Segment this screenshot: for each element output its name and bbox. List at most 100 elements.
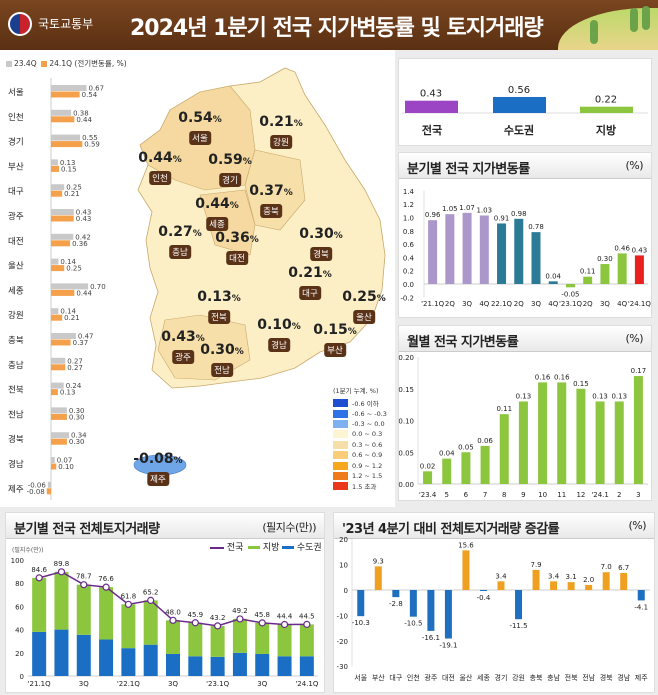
region-value: 0.25% xyxy=(342,289,386,305)
region-name-badge: 부산 xyxy=(324,343,346,357)
region-name-badge: 경북 xyxy=(310,247,332,261)
map-legend: (1분기 누계, %) -0.6 이하 -0.6 ~ -0.3 -0.3 ~ 0.0… xyxy=(333,385,387,492)
map-region-label: 0.15% 부산 xyxy=(313,322,357,357)
legend-swatch xyxy=(333,440,348,449)
map-region-label: 0.30% 전남 xyxy=(200,342,244,377)
org-name: 국토교통부 xyxy=(38,17,94,31)
region-name-badge: 경남 xyxy=(268,338,290,352)
region-value-number: 0.44 xyxy=(138,150,173,166)
region-value-unit: % xyxy=(231,294,241,304)
legend-swatch xyxy=(333,419,348,428)
legend-label: 0.9 ~ 1.2 xyxy=(352,461,383,470)
region-value: 0.13% xyxy=(197,289,241,305)
map-region-label: 0.25% 울산 xyxy=(342,289,386,324)
region-value-unit: % xyxy=(322,270,332,280)
card-header: 분기별 전국 전체토지거래량 (필지수(만)) xyxy=(6,513,324,539)
region-value: 0.15% xyxy=(313,322,357,338)
card-unit: (%) xyxy=(628,519,646,532)
map-legend-item: 0.9 ~ 1.2 xyxy=(333,460,387,470)
legend-label: 0.6 ~ 0.9 xyxy=(352,451,383,460)
legend-swatch xyxy=(333,409,348,418)
map-region-label: 0.43% 광주 xyxy=(161,329,205,364)
region-value: -0.08% xyxy=(133,451,182,467)
regional-bar-legend: 23.4Q 24.1Q (전기변동률, %) xyxy=(6,58,127,69)
map-region-label: 0.13% 전북 xyxy=(197,289,241,324)
map-region-label: 0.44% 인천 xyxy=(138,150,182,185)
card-header: 월별 전국 지가변동률 (%) xyxy=(399,326,651,352)
legend-label: -0.6 ~ -0.3 xyxy=(352,409,387,418)
card-title: 분기별 전국 전체토지거래량 xyxy=(14,522,160,537)
region-name-badge: 전북 xyxy=(208,310,230,324)
region-name-badge: 강원 xyxy=(270,135,292,149)
legend-swatch xyxy=(248,546,260,549)
tree-icon xyxy=(630,8,638,32)
region-value-unit: % xyxy=(347,327,357,337)
region-name-badge: 경기 xyxy=(219,173,241,187)
region-name-badge: 광주 xyxy=(172,350,194,364)
region-value-unit: % xyxy=(333,231,343,241)
map-legend-item: -0.3 ~ 0.0 xyxy=(333,419,387,429)
map-region-label: 0.21% 강원 xyxy=(259,114,303,149)
region-value-unit: % xyxy=(234,347,244,357)
legend-label: 0.0 ~ 0.3 xyxy=(352,430,383,439)
region-value-unit: % xyxy=(376,294,386,304)
card-unit: (%) xyxy=(625,159,643,172)
map-legend-item: 0.3 ~ 0.6 xyxy=(333,440,387,450)
map-legend-item: -0.6 ~ -0.3 xyxy=(333,408,387,418)
legend-label: 23.4Q xyxy=(14,59,37,68)
monthly-change-card: 월별 전국 지가변동률 (%) xyxy=(398,325,652,501)
legend-swatch xyxy=(6,61,12,67)
region-value-unit: % xyxy=(283,188,293,198)
y-axis-unit: (필지수(만)) xyxy=(12,547,44,554)
quarterly-change-card: 분기별 전국 지가변동률 (%) xyxy=(398,152,652,318)
tree-icon xyxy=(642,6,650,30)
legend-label: -0.6 이하 xyxy=(352,400,379,409)
summary-label-provinces: 지방 xyxy=(595,124,617,137)
region-name-badge: 서울 xyxy=(189,131,211,145)
legend-swatch xyxy=(333,399,348,408)
map-region-label: 0.30% 경북 xyxy=(299,226,343,261)
legend-label: 지방 xyxy=(262,543,280,553)
map-region-label: -0.08% 제주 xyxy=(133,451,183,486)
map-legend-item: 0.6 ~ 0.9 xyxy=(333,450,387,460)
legend-label: 1.5 초과 xyxy=(352,483,377,492)
legend-nationwide: 전국 xyxy=(210,540,243,553)
region-value-number: 0.43 xyxy=(161,329,196,345)
map-legend-item: 1.2 ~ 1.5 xyxy=(333,471,387,481)
region-value-number: 0.10 xyxy=(257,317,292,333)
region-value-unit: % xyxy=(195,334,205,344)
legend-label: 1.2 ~ 1.5 xyxy=(352,471,383,480)
region-value: 0.59% xyxy=(208,152,252,168)
region-value: 0.30% xyxy=(299,226,343,242)
map-legend-item: 0.0 ~ 0.3 xyxy=(333,429,387,439)
region-name-badge: 세종 xyxy=(206,217,228,231)
region-name-badge: 울산 xyxy=(353,310,375,324)
map-region-label: 0.27% 충남 xyxy=(158,224,202,259)
legend-label: 24.1Q xyxy=(49,59,72,68)
transaction-change-card: '23년 4분기 대비 전체토지거래량 증감률 (%) xyxy=(333,512,655,693)
region-value-unit: % xyxy=(212,115,222,125)
region-value: 0.54% xyxy=(178,110,222,126)
region-value-unit: % xyxy=(192,229,202,239)
header-banner: 국토교통부 2024년 1분기 전국 지가변동률 및 토지거래량 xyxy=(0,0,658,50)
card-title: '23년 4분기 대비 전체토지거래량 증감률 xyxy=(342,522,560,537)
region-value-unit: % xyxy=(172,155,182,165)
region-value-number: 0.30 xyxy=(200,342,235,358)
legend-swatch xyxy=(333,430,348,439)
card-unit: (필지수(만)) xyxy=(262,521,316,534)
region-value: 0.30% xyxy=(200,342,244,358)
region-value-number: 0.54 xyxy=(178,110,213,126)
card-title: 분기별 전국 지가변동률 xyxy=(407,162,530,177)
region-value: 0.10% xyxy=(257,317,301,333)
card-header: 분기별 전국 지가변동률 (%) xyxy=(399,153,651,179)
region-value-number: 0.21 xyxy=(288,265,323,281)
map-region-label: 0.37% 충북 xyxy=(249,183,293,218)
region-value-number: 0.25 xyxy=(342,289,377,305)
legend-label: 수도권 xyxy=(296,543,322,553)
region-value: 0.37% xyxy=(249,183,293,199)
region-value-number: 0.27 xyxy=(158,224,193,240)
summary-label-capital: 수도권 xyxy=(503,124,535,137)
region-name-badge: 대구 xyxy=(299,286,321,300)
region-value-number: 0.59 xyxy=(208,152,243,168)
map-legend-title: (1분기 누계, %) xyxy=(333,387,379,395)
